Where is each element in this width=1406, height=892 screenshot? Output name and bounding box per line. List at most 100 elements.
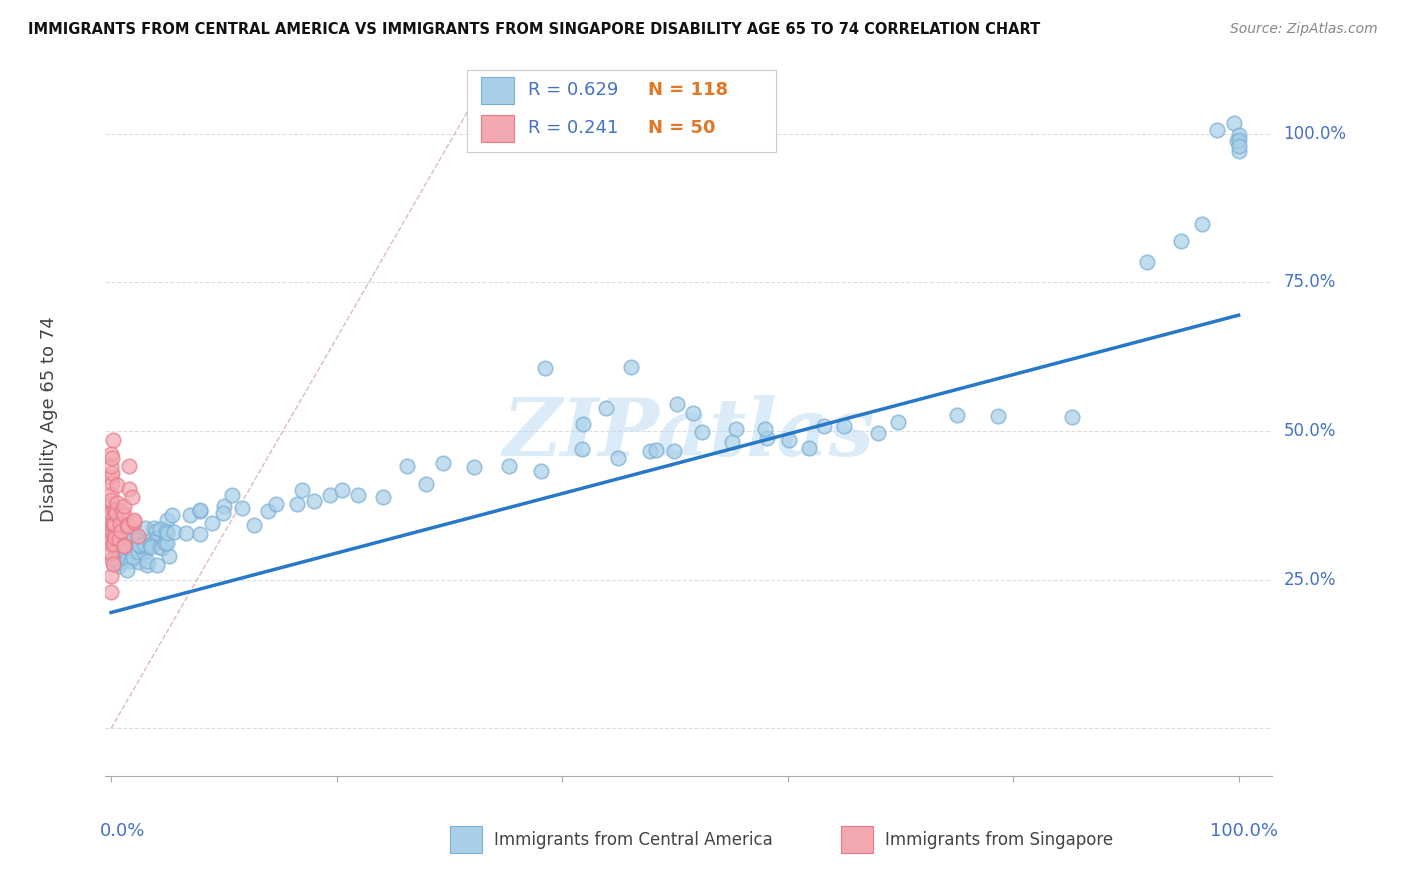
Text: Disability Age 65 to 74: Disability Age 65 to 74 (41, 317, 59, 522)
Point (104, 503, 127, 517)
Point (114, 546, 136, 560)
Point (257, 503, 280, 517)
Bar (450, 826, 482, 853)
Point (243, 518, 266, 533)
Point (127, 544, 149, 558)
Point (128, 538, 150, 552)
Point (1206, 123, 1229, 137)
Text: N = 50: N = 50 (648, 120, 716, 137)
Point (100, 466, 122, 480)
Point (141, 540, 163, 554)
Point (101, 552, 124, 566)
Point (866, 425, 889, 440)
Point (1227, 144, 1250, 158)
Point (105, 478, 128, 492)
Point (640, 444, 662, 458)
Text: IMMIGRANTS FROM CENTRAL AMERICA VS IMMIGRANTS FROM SINGAPORE DISABILITY AGE 65 T: IMMIGRANTS FROM CENTRAL AMERICA VS IMMIG… (28, 22, 1040, 37)
Point (112, 530, 135, 544)
Text: Immigrants from Central America: Immigrants from Central America (494, 830, 773, 848)
Point (534, 360, 557, 375)
Text: Immigrants from Singapore: Immigrants from Singapore (884, 830, 1114, 848)
Point (188, 527, 211, 541)
Point (149, 522, 172, 536)
Point (103, 517, 125, 532)
Point (132, 546, 155, 560)
Point (145, 558, 167, 573)
Point (721, 435, 744, 450)
Point (101, 451, 124, 466)
Point (100, 500, 122, 515)
Point (157, 549, 180, 564)
Point (115, 517, 138, 532)
Point (100, 522, 122, 536)
Point (682, 407, 704, 421)
Point (103, 527, 125, 541)
Point (129, 539, 152, 553)
Text: 100.0%: 100.0% (1284, 125, 1347, 143)
Point (139, 538, 162, 552)
Point (120, 554, 142, 568)
Point (725, 422, 748, 436)
Point (107, 542, 129, 557)
Point (110, 524, 132, 539)
Point (395, 459, 418, 474)
Point (179, 508, 201, 522)
Point (756, 431, 779, 445)
Point (100, 458, 122, 473)
Point (146, 531, 169, 545)
Point (107, 542, 129, 557)
Point (415, 477, 437, 491)
Point (797, 441, 820, 455)
Point (188, 504, 211, 518)
Bar (481, 115, 515, 142)
Point (100, 496, 122, 510)
Point (118, 459, 141, 474)
Point (122, 515, 145, 529)
Point (221, 488, 243, 502)
Point (115, 552, 138, 566)
Point (127, 528, 149, 542)
Point (100, 470, 122, 484)
Bar (481, 77, 515, 104)
Point (945, 408, 967, 422)
Point (103, 526, 125, 541)
Point (1227, 128, 1250, 142)
Point (156, 536, 179, 550)
Point (121, 491, 143, 505)
Point (104, 531, 127, 545)
Point (662, 444, 685, 458)
Point (118, 482, 141, 496)
Point (100, 524, 122, 539)
Point (100, 516, 122, 531)
Text: R = 0.241: R = 0.241 (527, 120, 619, 137)
Point (150, 541, 173, 556)
Point (134, 536, 156, 550)
Point (100, 569, 122, 583)
Point (231, 500, 253, 515)
Point (153, 536, 176, 550)
Point (887, 415, 910, 429)
Point (432, 456, 454, 470)
Point (319, 488, 342, 502)
Point (122, 513, 145, 527)
Point (112, 508, 135, 523)
Point (135, 554, 157, 568)
Point (330, 483, 353, 497)
Point (112, 547, 135, 561)
Text: 25.0%: 25.0% (1284, 571, 1336, 589)
Point (100, 447, 122, 461)
Point (149, 540, 172, 554)
Point (112, 539, 135, 553)
Point (101, 540, 124, 554)
Point (1227, 138, 1250, 153)
Point (1062, 409, 1084, 424)
Text: ZIPatlas: ZIPatlas (503, 395, 875, 472)
Point (571, 442, 593, 456)
Point (1226, 134, 1249, 148)
Point (120, 543, 142, 558)
Point (103, 535, 125, 549)
Point (190, 503, 212, 517)
Point (122, 541, 145, 556)
Point (107, 496, 129, 510)
Point (264, 497, 287, 511)
